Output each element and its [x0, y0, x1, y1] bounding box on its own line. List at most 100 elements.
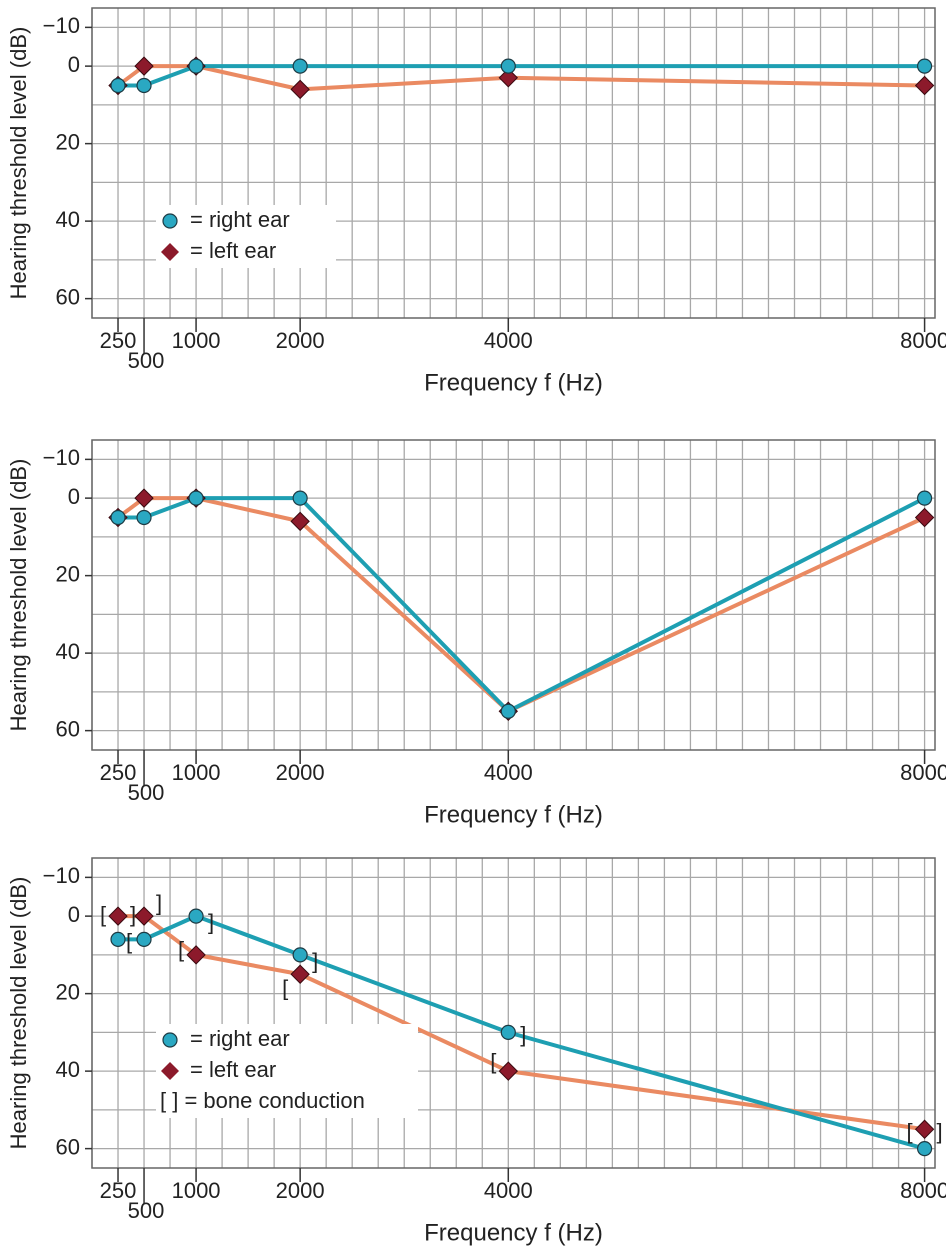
x-tick-label: 250 [100, 760, 137, 785]
legend-label: = right ear [190, 1026, 290, 1051]
marker [498, 1061, 519, 1081]
x-tick-label: 1000 [172, 760, 221, 785]
bone-bracket: [ [126, 929, 132, 954]
x-tick-label: 4000 [484, 1178, 533, 1203]
x-tick-label: 4000 [484, 760, 533, 785]
x-tick-label: 4000 [484, 328, 533, 353]
marker [134, 56, 154, 76]
bone-bracket: ] [130, 902, 136, 927]
legend-box [156, 205, 336, 268]
y-axis-title: Hearing threshold level (dB) [6, 459, 31, 732]
y-tick-label: −10 [43, 445, 80, 470]
marker [136, 931, 152, 947]
marker [110, 77, 126, 94]
y-tick-label: 40 [56, 639, 80, 664]
y-tick-label: 40 [56, 1057, 80, 1082]
x-tick-label: 1000 [172, 328, 221, 353]
x-tick-label: 8000 [900, 760, 946, 785]
y-tick-label: 20 [56, 129, 80, 154]
legend-marker [161, 1062, 179, 1080]
legend-label: = right ear [190, 207, 290, 232]
x-tick-label: 8000 [900, 1178, 946, 1203]
y-axis-title: Hearing threshold level (dB) [6, 27, 31, 300]
bone-bracket: [ [282, 976, 288, 1001]
x-axis-title: Frequency f (Hz) [424, 801, 603, 828]
series-line [116, 496, 926, 714]
bone-bracket: ] [312, 948, 318, 973]
legend-label: = left ear [190, 1057, 276, 1082]
y-tick-label: 60 [56, 1134, 80, 1159]
x-tick-label: 250 [100, 1178, 137, 1203]
bone-bracket: [ [178, 937, 184, 962]
marker [188, 490, 204, 506]
plot-frame [91, 439, 936, 751]
x-tick-label: 2000 [276, 760, 325, 785]
y-tick-label: 40 [56, 207, 80, 232]
x-tick-label: 2000 [276, 328, 325, 353]
legend-box [156, 1024, 418, 1118]
y-tick-label: −10 [43, 863, 80, 888]
x-tick-label: 1000 [172, 1178, 221, 1203]
bone-bracket: [ [100, 902, 106, 927]
legend-label: = left ear [190, 238, 276, 263]
y-tick-label: 0 [68, 902, 80, 927]
x-tick-label: 500 [128, 1198, 165, 1223]
marker [916, 490, 933, 506]
marker [134, 906, 154, 926]
marker [500, 1024, 516, 1040]
marker [290, 511, 310, 532]
marker [186, 945, 206, 965]
x-tick-label: 250 [100, 328, 137, 353]
marker [914, 507, 935, 528]
x-tick-label: 2000 [276, 1178, 325, 1203]
plot-frame [91, 7, 936, 319]
marker [916, 58, 933, 74]
x-tick-label: 500 [128, 348, 165, 373]
series-line [116, 64, 925, 92]
x-tick-label: 500 [128, 780, 165, 805]
legend-marker [162, 1032, 178, 1048]
y-tick-label: 60 [56, 716, 80, 741]
marker [290, 79, 310, 100]
marker [108, 906, 128, 926]
marker [290, 964, 310, 984]
bone-bracket: ] [937, 1119, 943, 1144]
marker [500, 58, 516, 74]
marker [188, 58, 204, 74]
y-tick-label: 60 [56, 284, 80, 309]
marker [134, 488, 154, 508]
y-tick-label: 0 [68, 52, 80, 77]
marker [292, 490, 308, 506]
y-tick-label: 0 [68, 484, 80, 509]
legend-label: [ ] = bone conduction [160, 1088, 365, 1113]
x-axis-title: Frequency f (Hz) [424, 1219, 603, 1246]
series-line [118, 496, 926, 714]
marker [110, 509, 126, 526]
marker [914, 75, 935, 96]
bone-bracket: ] [156, 890, 162, 915]
bone-bracket: ] [520, 1022, 526, 1047]
plot-frame [91, 857, 936, 1169]
marker [292, 947, 308, 963]
marker [500, 703, 516, 719]
x-tick-label: 8000 [900, 328, 946, 353]
y-tick-label: −10 [43, 13, 80, 38]
marker [188, 908, 204, 924]
bone-bracket: ] [208, 910, 214, 935]
bone-bracket: [ [490, 1049, 496, 1074]
marker [498, 68, 519, 88]
marker [916, 1141, 933, 1157]
y-tick-label: 20 [56, 561, 80, 586]
x-axis-title: Frequency f (Hz) [424, 369, 603, 396]
marker [136, 77, 152, 94]
marker [914, 1119, 935, 1139]
y-axis-title: Hearing threshold level (dB) [6, 877, 31, 1150]
y-tick-label: 20 [56, 979, 80, 1004]
bone-bracket: [ [907, 1119, 913, 1144]
legend-marker [162, 213, 178, 229]
marker [110, 931, 126, 947]
legend-marker [161, 243, 179, 261]
marker [292, 58, 308, 74]
marker [136, 509, 152, 526]
